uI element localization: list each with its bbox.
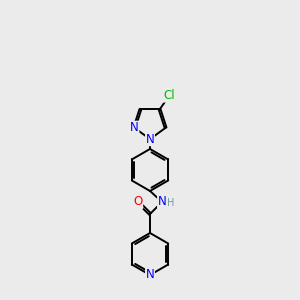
Text: N: N [146, 133, 154, 146]
Text: N: N [146, 268, 154, 281]
Text: H: H [167, 198, 174, 208]
Text: N: N [158, 196, 166, 208]
Text: N: N [130, 121, 139, 134]
Text: Cl: Cl [164, 89, 175, 102]
Text: O: O [134, 196, 142, 208]
